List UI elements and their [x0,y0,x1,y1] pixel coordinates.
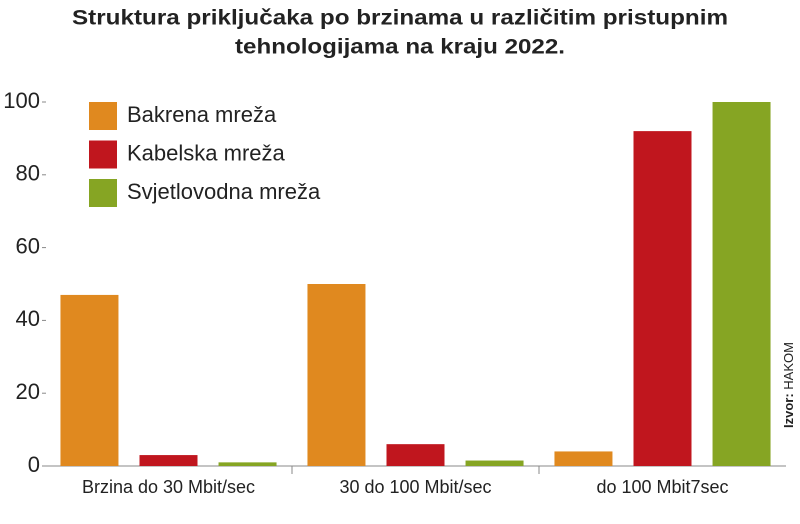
legend-label: Kabelska mreža [127,140,286,165]
chart-title: Struktura priključaka po brzinama u razl… [72,7,728,30]
bar [139,455,198,466]
x-tick-label: Brzina do 30 Mbit/sec [82,477,255,497]
source-name: HAKOM [781,342,796,390]
source: Izvor: HAKOM [781,342,796,428]
x-tick-label: do 100 Mbit7sec [596,477,728,497]
legend-label: Svjetlovodna mreža [127,179,321,204]
x-tick-label: 30 do 100 Mbit/sec [339,477,491,497]
bar [712,102,771,466]
y-tick-label: 60 [16,233,40,258]
bar [465,460,524,466]
bar [218,462,277,466]
source-label: Izvor: [781,393,796,428]
bar [386,444,445,466]
y-tick-label: 20 [16,379,40,404]
bar [554,451,613,466]
legend-label: Bakrena mreža [127,102,277,127]
y-tick-label: 0 [28,452,40,477]
legend-swatch [89,140,117,169]
bar [633,131,692,466]
y-tick-label: 80 [16,161,40,186]
bar [60,294,119,466]
y-tick-label: 40 [16,306,40,331]
bar [307,284,366,466]
y-tick-label: 100 [3,88,40,113]
chart-title: tehnologijama na kraju 2022. [235,36,565,59]
legend-swatch [89,102,117,130]
legend-swatch [89,179,117,207]
